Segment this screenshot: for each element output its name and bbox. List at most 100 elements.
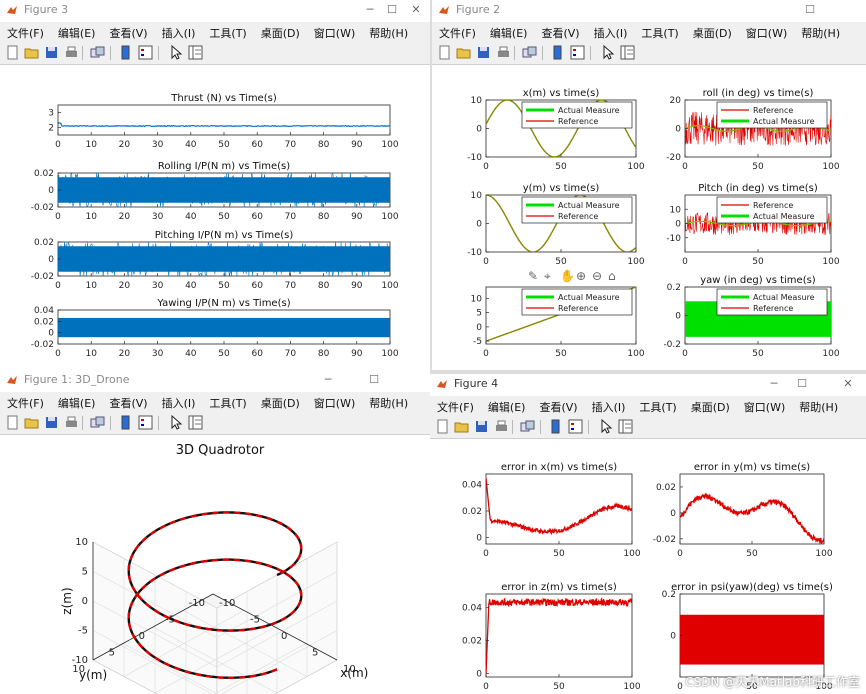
- menu-view[interactable]: 查看(V): [539, 401, 578, 414]
- menu-desktop[interactable]: 桌面(D): [692, 27, 732, 40]
- x-tick-label: 50: [746, 549, 758, 559]
- menu-tools[interactable]: 工具(T): [639, 401, 677, 414]
- menu-help[interactable]: 帮助(H): [369, 27, 409, 40]
- new-figure-icon[interactable]: [437, 45, 452, 60]
- pointer-icon[interactable]: [168, 415, 183, 430]
- property-editor-icon[interactable]: [188, 45, 203, 60]
- open-folder-icon[interactable]: [456, 45, 471, 60]
- legend-icon[interactable]: [138, 45, 153, 60]
- minimize-icon[interactable]: ─: [324, 373, 332, 386]
- legend-icon[interactable]: [568, 419, 583, 434]
- menu-view[interactable]: 查看(V): [109, 27, 148, 40]
- menu-tools[interactable]: 工具(T): [641, 27, 679, 40]
- legend-icon[interactable]: [138, 415, 153, 430]
- menu-desktop[interactable]: 桌面(D): [690, 401, 730, 414]
- menu-insert[interactable]: 插入(I): [161, 27, 196, 40]
- x-tick-label: 50: [752, 349, 764, 359]
- legend[interactable]: Reference Actual Measure: [716, 196, 828, 224]
- brush-icon[interactable]: ✎: [528, 269, 538, 283]
- pointer-icon[interactable]: [600, 45, 615, 60]
- legend[interactable]: Reference Actual Measure: [716, 101, 828, 129]
- menu-help[interactable]: 帮助(H): [799, 401, 839, 414]
- link-plot-icon[interactable]: [522, 45, 537, 60]
- minimize-icon[interactable]: ─: [366, 3, 374, 16]
- plot-data: [58, 121, 390, 128]
- colorbar-icon[interactable]: [550, 45, 565, 60]
- pointer-icon[interactable]: [168, 45, 183, 60]
- menu-help[interactable]: 帮助(H): [369, 397, 409, 410]
- close-icon[interactable]: ✕: [843, 377, 853, 390]
- menu-view[interactable]: 查看(V): [109, 397, 148, 410]
- menu-file[interactable]: 文件(F): [7, 27, 44, 40]
- property-editor-icon[interactable]: [620, 45, 635, 60]
- link-plot-icon[interactable]: [90, 415, 105, 430]
- colorbar-icon[interactable]: [118, 415, 133, 430]
- open-folder-icon[interactable]: [24, 415, 39, 430]
- menu-file[interactable]: 文件(F): [7, 397, 44, 410]
- link-plot-icon[interactable]: [90, 45, 105, 60]
- save-icon[interactable]: [474, 419, 489, 434]
- figure-2-titlebar[interactable]: Figure 2 ☐: [432, 0, 866, 22]
- open-folder-icon[interactable]: [24, 45, 39, 60]
- legend[interactable]: Actual Measure Reference: [521, 288, 633, 316]
- z-tick-label: -10: [72, 655, 88, 666]
- menu-edit[interactable]: 编辑(E): [57, 27, 96, 40]
- data-tips-icon[interactable]: ⌖: [544, 269, 551, 283]
- maximize-icon[interactable]: ☐: [387, 3, 397, 16]
- menu-window[interactable]: 窗口(W): [743, 401, 786, 414]
- zoom-out-icon[interactable]: ⊖: [592, 269, 602, 283]
- maximize-icon[interactable]: ☐: [369, 373, 379, 386]
- print-icon[interactable]: [64, 415, 79, 430]
- x-tick-label: 90: [351, 349, 363, 359]
- menu-window[interactable]: 窗口(W): [745, 27, 788, 40]
- legend[interactable]: Actual Measure Reference: [716, 288, 828, 316]
- menu-window[interactable]: 窗口(W): [313, 397, 356, 410]
- menu-edit[interactable]: 编辑(E): [57, 397, 96, 410]
- menu-edit[interactable]: 编辑(E): [487, 401, 526, 414]
- home-icon[interactable]: ⌂: [608, 269, 616, 283]
- menu-insert[interactable]: 插入(I): [161, 397, 196, 410]
- maximize-icon[interactable]: ☐: [797, 377, 807, 390]
- print-icon[interactable]: [64, 45, 79, 60]
- save-icon[interactable]: [44, 415, 59, 430]
- x-tick-label: 70: [285, 212, 297, 222]
- open-folder-icon[interactable]: [454, 419, 469, 434]
- legend[interactable]: Actual Measure Reference: [521, 101, 633, 129]
- colorbar-icon[interactable]: [118, 45, 133, 60]
- menu-help[interactable]: 帮助(H): [801, 27, 841, 40]
- menu-view[interactable]: 查看(V): [541, 27, 580, 40]
- colorbar-icon[interactable]: [548, 419, 563, 434]
- new-figure-icon[interactable]: [5, 415, 20, 430]
- figure-4-titlebar[interactable]: Figure 4 ─ ☐ ✕: [430, 374, 866, 396]
- minimize-icon[interactable]: ─: [770, 377, 778, 390]
- zoom-in-icon[interactable]: ⊕: [576, 269, 586, 283]
- figure-3-titlebar[interactable]: Figure 3 ─ ☐ ✕: [0, 0, 430, 22]
- menu-desktop[interactable]: 桌面(D): [260, 397, 300, 410]
- pointer-icon[interactable]: [598, 419, 613, 434]
- print-icon[interactable]: [496, 45, 511, 60]
- save-icon[interactable]: [476, 45, 491, 60]
- legend[interactable]: Actual Measure Reference: [521, 196, 633, 224]
- property-editor-icon[interactable]: [188, 415, 203, 430]
- menu-insert[interactable]: 插入(I): [591, 401, 626, 414]
- x-tick-label: 100: [623, 682, 640, 692]
- pan-icon[interactable]: ✋: [560, 269, 575, 283]
- save-icon[interactable]: [44, 45, 59, 60]
- menu-file[interactable]: 文件(F): [439, 27, 476, 40]
- figure-1-titlebar[interactable]: Figure 1: 3D_Drone ─ ☐: [0, 370, 430, 392]
- legend-icon[interactable]: [570, 45, 585, 60]
- new-figure-icon[interactable]: [435, 419, 450, 434]
- menu-tools[interactable]: 工具(T): [209, 397, 247, 410]
- link-plot-icon[interactable]: [520, 419, 535, 434]
- maximize-icon[interactable]: ☐: [805, 3, 815, 16]
- menu-edit[interactable]: 编辑(E): [489, 27, 528, 40]
- property-editor-icon[interactable]: [618, 419, 633, 434]
- menu-tools[interactable]: 工具(T): [209, 27, 247, 40]
- close-icon[interactable]: ✕: [411, 3, 421, 16]
- menu-desktop[interactable]: 桌面(D): [260, 27, 300, 40]
- menu-insert[interactable]: 插入(I): [593, 27, 628, 40]
- print-icon[interactable]: [494, 419, 509, 434]
- new-figure-icon[interactable]: [5, 45, 20, 60]
- menu-file[interactable]: 文件(F): [437, 401, 474, 414]
- menu-window[interactable]: 窗口(W): [313, 27, 356, 40]
